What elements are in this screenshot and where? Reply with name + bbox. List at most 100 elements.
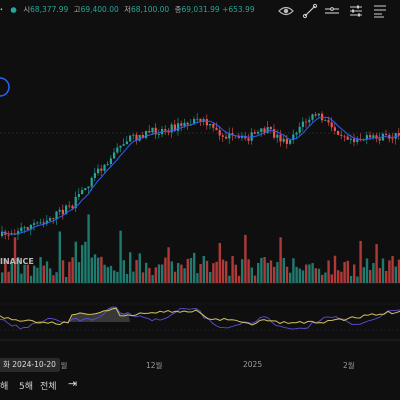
volume-bar [324, 272, 327, 283]
volume-bars [1, 214, 400, 283]
volume-bar [231, 255, 234, 283]
volume-bar [97, 257, 100, 283]
volume-bar [314, 268, 317, 283]
eye-icon[interactable] [278, 3, 294, 19]
candle-body [68, 205, 71, 207]
volume-bar [119, 230, 122, 283]
volume-bar [250, 267, 253, 283]
ohlc-readout: · ● 시68,377.99 고69,400.00 저68,100.00 종69… [0, 4, 255, 15]
volume-bar [13, 237, 17, 283]
volume-bar [221, 259, 225, 283]
volume-bar [305, 264, 308, 283]
goto-date-icon[interactable]: ⇥ [68, 377, 78, 390]
volume-bar [33, 265, 36, 283]
time-axis[interactable]: 11월 12월 2025 2월 [0, 358, 400, 372]
volume-bar [298, 268, 301, 283]
candle-body [196, 118, 199, 120]
candle-body [231, 133, 234, 136]
candle-body [129, 135, 132, 142]
volume-bar [263, 257, 266, 283]
volume-bar [205, 260, 209, 283]
volume-bar [65, 276, 68, 283]
chart-canvas[interactable] [0, 22, 400, 358]
candle-body [7, 234, 10, 236]
volume-bar [385, 271, 388, 283]
candle-body [20, 227, 23, 232]
candle-body [132, 134, 135, 136]
candle-body [282, 138, 285, 142]
volume-bar [10, 261, 13, 283]
candle-body [385, 133, 388, 135]
volume-bar [29, 275, 33, 283]
symbol-label: · [0, 5, 3, 14]
candle-body [10, 233, 13, 235]
range-1y[interactable]: 해 [0, 382, 9, 392]
candle-body [52, 218, 55, 219]
volume-bar [93, 254, 97, 283]
horizontal-lines-icon[interactable] [324, 3, 340, 19]
volume-bar [333, 255, 337, 283]
candle-body [186, 122, 189, 125]
oscillator-main-line [0, 307, 400, 326]
range-bar: 해 5해 전체 ⇥ [0, 376, 400, 396]
candle-body [93, 173, 96, 178]
volume-bar [113, 270, 116, 283]
oscillator-histogram [70, 307, 130, 322]
volume-bar [55, 272, 58, 283]
volume-bar [196, 273, 199, 283]
volume-bar [308, 264, 311, 283]
candle-body [183, 122, 186, 126]
volume-bar [157, 264, 161, 283]
volume-bar [317, 268, 321, 283]
candle-body [330, 122, 333, 128]
price-chart[interactable] [0, 22, 400, 358]
volume-bar [161, 264, 164, 283]
volume-bar [109, 265, 113, 283]
candle-body [90, 177, 93, 187]
sliders-icon[interactable] [348, 3, 364, 19]
candle-body [221, 135, 224, 137]
volume-bar [199, 263, 202, 283]
volume-bar [173, 271, 177, 283]
range-5y[interactable]: 5해 [19, 382, 34, 392]
volume-bar [103, 264, 106, 283]
volume-bar [45, 261, 49, 283]
candle-body [45, 220, 48, 224]
candle-body [29, 224, 32, 230]
trend-line-icon[interactable] [302, 3, 318, 19]
range-all[interactable]: 전체 [40, 382, 57, 392]
volume-bar [170, 261, 173, 283]
candle-body [266, 127, 269, 133]
candle-body [65, 205, 68, 215]
candle-body [103, 164, 106, 171]
candle-body [212, 124, 215, 128]
volume-bar [23, 264, 26, 283]
candle-body [356, 139, 359, 142]
candle-body [285, 138, 288, 144]
volume-bar [397, 259, 400, 283]
candle-body [378, 138, 381, 141]
volume-bar [135, 259, 138, 283]
candle-body [321, 113, 324, 121]
candle-body [170, 124, 173, 133]
exchange-label: INANCE [0, 257, 34, 266]
candle-body [301, 121, 304, 127]
open-value: 68,377.99 [30, 5, 69, 14]
candle-body [119, 145, 122, 148]
volume-bar [125, 274, 129, 283]
candle-body [346, 136, 349, 140]
volume-bar [81, 245, 84, 283]
change-value: +653.99 [222, 5, 255, 14]
volume-bar [100, 256, 103, 283]
volume-bar [381, 258, 385, 283]
candle-body [375, 135, 378, 139]
volume-bar [343, 261, 346, 283]
list-icon[interactable] [372, 3, 388, 19]
candle-body [317, 113, 320, 116]
candle-body [138, 134, 141, 141]
candle-body [122, 144, 125, 146]
candle-body [58, 209, 61, 212]
volume-bar [74, 241, 77, 283]
volume-bar [1, 272, 4, 283]
volume-bar [183, 268, 186, 283]
